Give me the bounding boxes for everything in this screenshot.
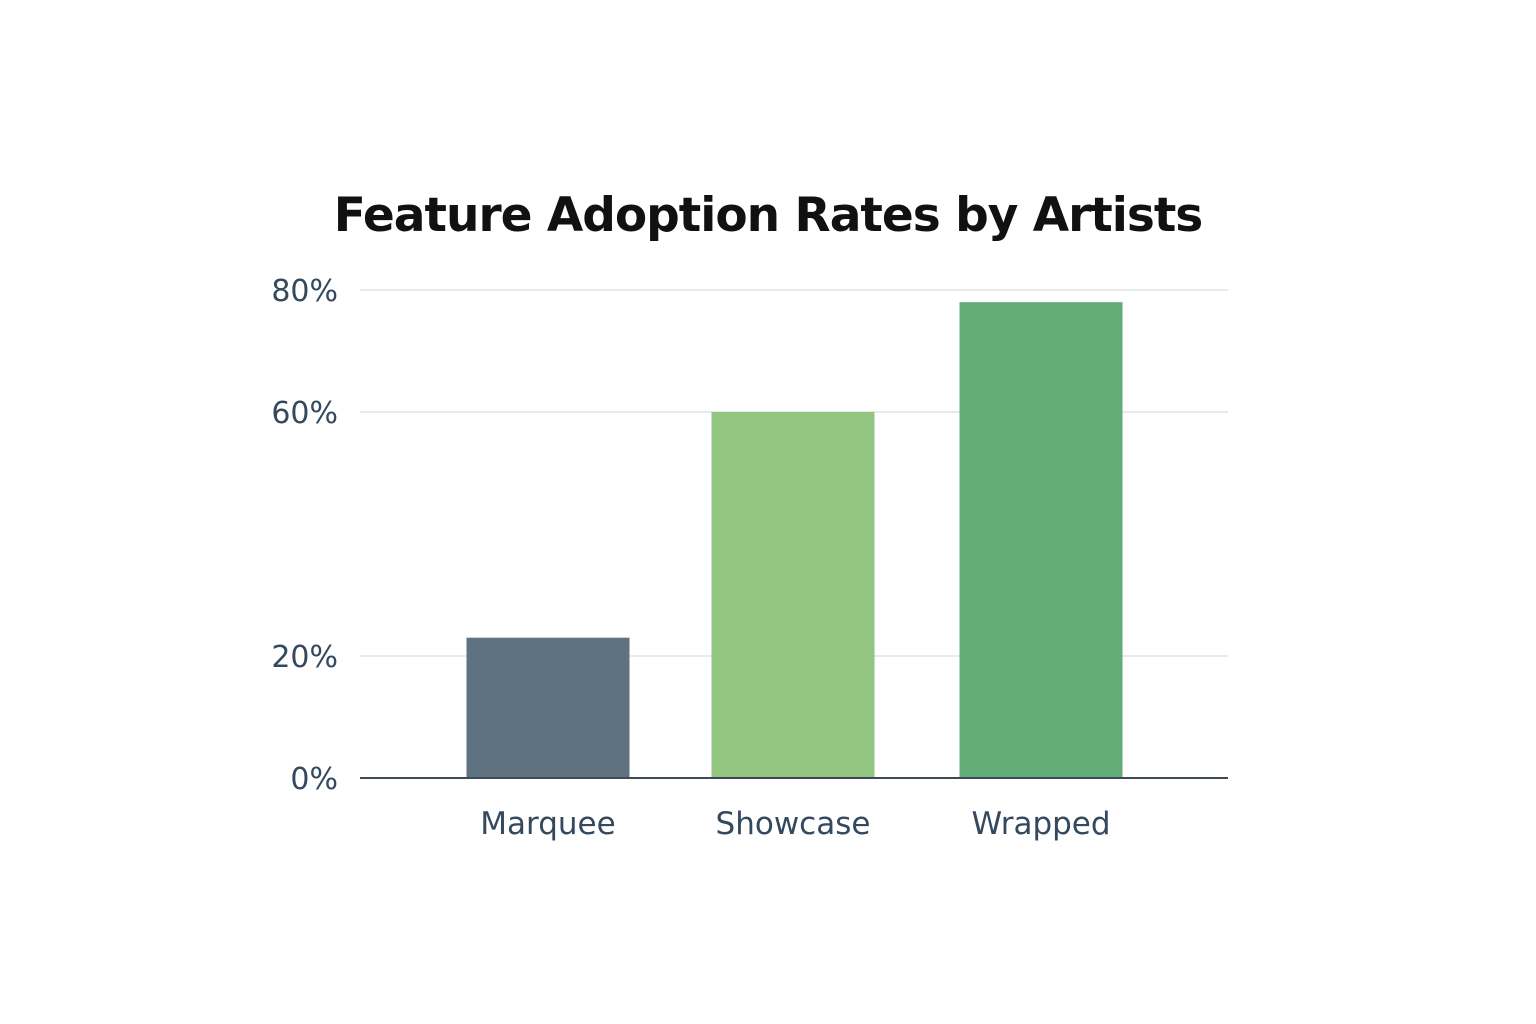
category-label-showcase: Showcase xyxy=(716,806,871,842)
category-label-marquee: Marquee xyxy=(480,806,615,842)
bar-wrapped xyxy=(959,302,1123,778)
x-axis-categories: Marquee Showcase Wrapped xyxy=(480,806,1110,842)
y-tick-label: 60% xyxy=(271,396,338,431)
bar-showcase xyxy=(711,412,875,778)
y-axis-ticks: 0% 20% 60% 80% xyxy=(271,274,338,797)
y-tick-label: 20% xyxy=(271,640,338,675)
y-tick-label: 0% xyxy=(290,762,338,797)
bars xyxy=(466,302,1123,778)
chart-title: Feature Adoption Rates by Artists xyxy=(334,188,1203,243)
y-tick-label: 80% xyxy=(271,274,338,309)
category-label-wrapped: Wrapped xyxy=(971,806,1110,842)
bar-marquee xyxy=(466,637,630,778)
